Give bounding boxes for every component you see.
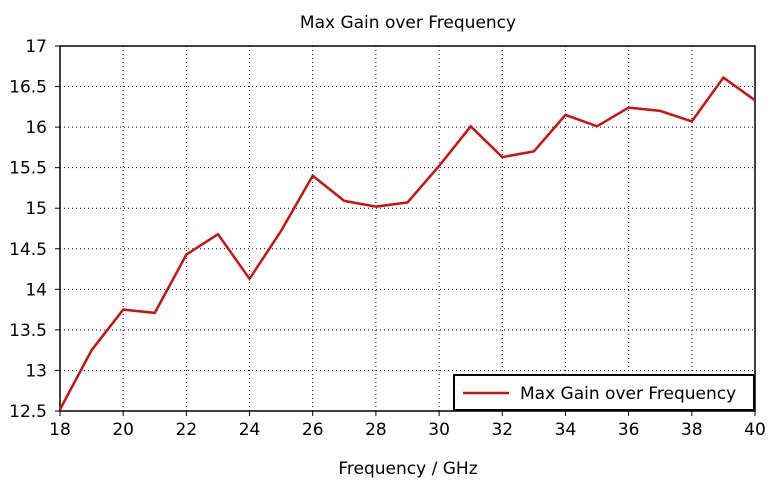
y-tick-label: 16.5 (9, 78, 47, 98)
legend: Max Gain over Frequency (453, 374, 755, 411)
x-tick-label: 34 (555, 420, 577, 440)
grid-lines (60, 46, 755, 411)
x-tick-label: 26 (302, 420, 324, 440)
series-layer (58, 75, 756, 410)
x-tick-label: 36 (618, 420, 640, 440)
axes (55, 45, 756, 416)
y-tick-label: 14 (25, 280, 47, 300)
y-tick-label: 17 (25, 37, 47, 57)
x-tick-label: 30 (428, 420, 450, 440)
x-tick-label: 32 (491, 420, 513, 440)
tick-labels: 18 20 22 24 26 28 30 32 34 36 38 40 12.5 13 13.5 14 14.5… (9, 37, 766, 440)
x-tick-label: 28 (365, 420, 387, 440)
plot-frame (59, 45, 756, 412)
y-tick-label: 15.5 (9, 159, 47, 179)
legend-label: Max Gain over Frequency (520, 384, 736, 404)
y-tick-label: 13.5 (9, 321, 47, 341)
series-line (58, 75, 756, 410)
y-tick-label: 15 (25, 199, 47, 219)
chart-title: Max Gain over Frequency (300, 13, 516, 33)
x-tick-label: 20 (112, 420, 134, 440)
y-tick-label: 16 (25, 118, 47, 138)
x-tick-label: 40 (744, 420, 766, 440)
y-tick-label: 13 (25, 361, 47, 381)
y-tick-label: 14.5 (9, 240, 47, 260)
x-tick-label: 18 (49, 420, 71, 440)
x-axis-label: Frequency / GHz (338, 459, 477, 479)
x-tick-label: 38 (681, 420, 703, 440)
x-tick-label: 24 (239, 420, 261, 440)
y-tick-label: 12.5 (9, 402, 47, 422)
x-tick-label: 22 (176, 420, 198, 440)
